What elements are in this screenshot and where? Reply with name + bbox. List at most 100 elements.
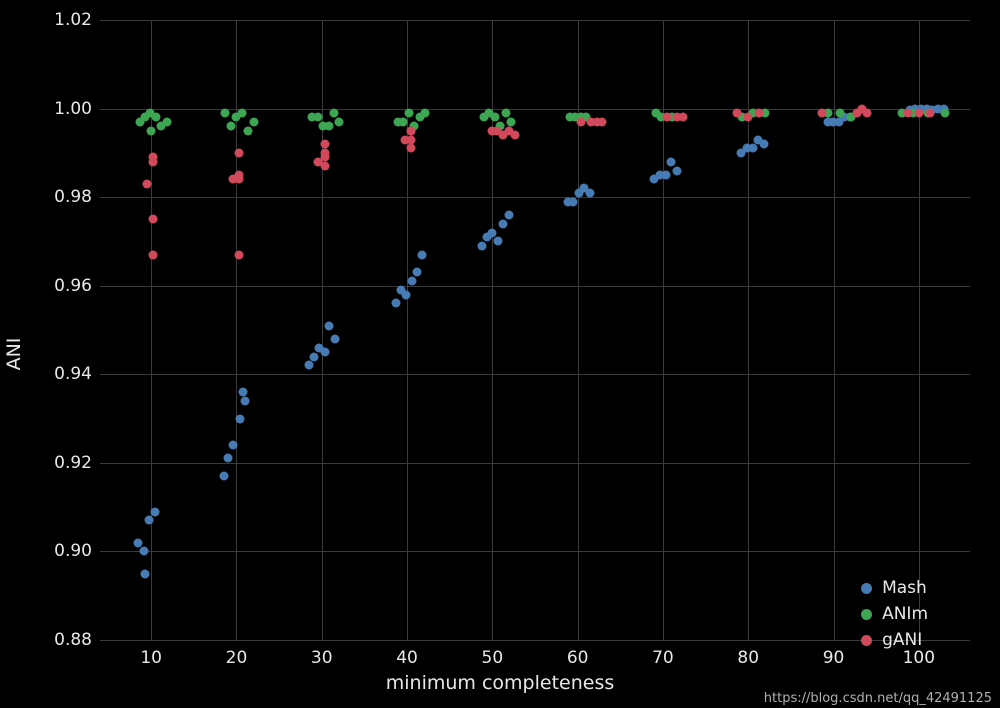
data-point-gani [321, 140, 330, 149]
data-point-mash [134, 538, 143, 547]
legend-swatch-gani [861, 635, 872, 646]
x-axis-label: minimum completeness [386, 672, 614, 694]
data-point-mash [241, 396, 250, 405]
gridline-h [100, 197, 970, 198]
y-axis-label: ANI [3, 338, 25, 371]
data-point-gani [733, 109, 742, 118]
data-point-mash [672, 166, 681, 175]
data-point-mash [759, 140, 768, 149]
data-point-anim [243, 126, 252, 135]
data-point-gani [235, 148, 244, 157]
data-point-anim [249, 117, 258, 126]
data-point-gani [862, 109, 871, 118]
data-point-gani [577, 117, 586, 126]
data-point-mash [223, 454, 232, 463]
y-tick-label: 0.90 [32, 541, 92, 561]
data-point-gani [673, 113, 682, 122]
x-tick-label: 50 [482, 648, 504, 668]
data-point-gani [818, 109, 827, 118]
data-point-mash [402, 290, 411, 299]
plot-area [100, 20, 970, 640]
data-point-mash [141, 569, 150, 578]
data-point-anim [507, 117, 516, 126]
gridline-h [100, 551, 970, 552]
gridline-v [322, 20, 323, 640]
data-point-gani [407, 135, 416, 144]
y-tick-label: 0.88 [32, 630, 92, 650]
data-point-anim [313, 113, 322, 122]
y-tick-label: 1.00 [32, 99, 92, 119]
x-tick-label: 90 [823, 648, 845, 668]
data-point-gani [407, 144, 416, 153]
x-tick-label: 80 [737, 648, 759, 668]
data-point-anim [398, 117, 407, 126]
gridline-h [100, 463, 970, 464]
data-point-mash [494, 237, 503, 246]
data-point-anim [152, 113, 161, 122]
data-point-anim [835, 109, 844, 118]
x-tick-label: 30 [311, 648, 333, 668]
data-point-anim [502, 109, 511, 118]
legend-item-mash: Mash [861, 578, 928, 598]
x-tick-label: 60 [567, 648, 589, 668]
data-point-mash [585, 188, 594, 197]
legend: Mash ANIm gANI [861, 578, 928, 656]
x-tick-label: 10 [140, 648, 162, 668]
data-point-gani [598, 117, 607, 126]
data-point-mash [219, 472, 228, 481]
data-point-mash [229, 441, 238, 450]
data-point-mash [239, 388, 248, 397]
data-point-anim [329, 109, 338, 118]
data-point-mash [504, 210, 513, 219]
data-point-mash [748, 144, 757, 153]
data-point-anim [238, 109, 247, 118]
data-point-anim [941, 109, 950, 118]
data-point-anim [420, 109, 429, 118]
data-point-gani [925, 109, 934, 118]
data-point-mash [139, 547, 148, 556]
data-point-gani [148, 215, 157, 224]
legend-label-gani: gANI [882, 630, 922, 650]
data-point-gani [235, 175, 244, 184]
y-tick-label: 1.02 [32, 10, 92, 30]
y-tick-label: 0.94 [32, 364, 92, 384]
data-point-mash [499, 219, 508, 228]
data-point-anim [221, 109, 230, 118]
data-point-anim [226, 122, 235, 131]
data-point-gani [235, 250, 244, 259]
data-point-gani [510, 131, 519, 140]
data-point-anim [334, 117, 343, 126]
data-point-gani [321, 148, 330, 157]
data-point-mash [413, 268, 422, 277]
scatter-chart: ANI minimum completeness 0.88 0.90 0.92 0.9… [0, 0, 1000, 708]
x-tick-label: 20 [226, 648, 248, 668]
gridline-h [100, 640, 970, 641]
data-point-anim [147, 126, 156, 135]
y-tick-label: 0.92 [32, 453, 92, 473]
data-point-mash [235, 414, 244, 423]
data-point-gani [663, 113, 672, 122]
data-point-mash [488, 228, 497, 237]
data-point-mash [408, 277, 417, 286]
watermark-text: https://blog.csdn.net/qq_42491125 [764, 691, 992, 706]
legend-swatch-mash [861, 583, 872, 594]
data-point-mash [321, 348, 330, 357]
data-point-anim [162, 117, 171, 126]
data-point-mash [304, 361, 313, 370]
data-point-mash [391, 299, 400, 308]
legend-label-anim: ANIm [882, 604, 928, 624]
data-point-mash [478, 241, 487, 250]
data-point-mash [569, 197, 578, 206]
legend-label-mash: Mash [882, 578, 927, 598]
data-point-gani [148, 153, 157, 162]
watermark: https://blog.csdn.net/qq_42491125 [764, 691, 992, 706]
y-tick-label: 0.96 [32, 276, 92, 296]
gridline-h [100, 374, 970, 375]
data-point-gani [148, 250, 157, 259]
data-point-gani [142, 179, 151, 188]
gridline-h [100, 20, 970, 21]
data-point-mash [151, 507, 160, 516]
data-point-mash [330, 334, 339, 343]
data-point-mash [418, 250, 427, 259]
data-point-gani [903, 109, 912, 118]
